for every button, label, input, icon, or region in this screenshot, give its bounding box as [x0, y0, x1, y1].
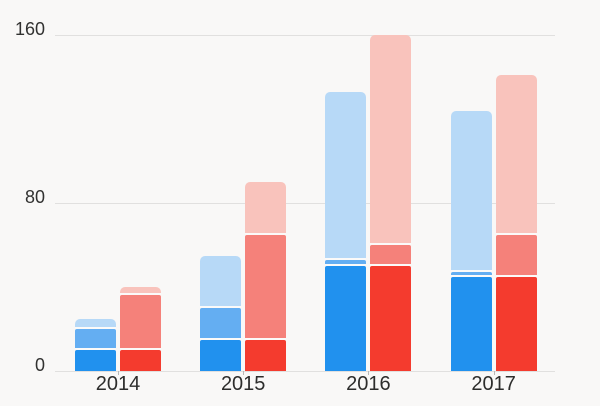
y-tick-label-160: 160	[14, 19, 45, 39]
bar-segment-red-medium-2014	[120, 295, 161, 350]
y-tick-label-80: 80	[24, 187, 45, 207]
bar-red-2017	[495, 74, 537, 371]
bar-blue-2016	[325, 91, 367, 371]
bar-segment-red-dark-2014	[120, 350, 161, 371]
bar-segment-red-light-2016	[370, 35, 412, 245]
bar-segment-blue-medium-2014	[75, 329, 116, 350]
bar-segment-red-light-2014	[120, 287, 161, 296]
x-tick-label-2016: 2016	[346, 373, 391, 395]
bar-segment-blue-medium-2017	[450, 272, 492, 277]
bar-segment-red-dark-2016	[370, 266, 412, 371]
bar-segment-red-medium-2016	[370, 245, 412, 266]
bar-red-2014	[120, 287, 161, 371]
x-axis-tick-2014	[118, 371, 119, 375]
bar-segment-red-medium-2015	[245, 234, 287, 340]
x-tick-label-2017: 2017	[471, 373, 516, 395]
bar-segment-blue-dark-2015	[200, 339, 242, 371]
bar-segment-red-light-2015	[245, 182, 287, 235]
bar-blue-2015	[200, 255, 242, 371]
bar-segment-blue-medium-2015	[200, 308, 242, 340]
bar-blue-2014	[75, 318, 116, 371]
bar-red-2016	[370, 35, 412, 371]
y-tick-label-0: 0	[34, 355, 45, 375]
bar-segment-blue-dark-2014	[75, 350, 116, 371]
bar-segment-blue-light-2017	[450, 110, 492, 273]
bar-red-2015	[245, 182, 287, 371]
bar-segment-blue-dark-2017	[450, 276, 492, 371]
bar-segment-blue-medium-2016	[325, 259, 367, 266]
bar-segment-red-light-2017	[495, 74, 537, 235]
bar-segment-blue-light-2016	[325, 91, 367, 260]
x-axis-tick-2015	[243, 371, 245, 375]
x-tick-label-2015: 2015	[220, 373, 266, 395]
gridline-80	[55, 203, 555, 204]
bar-segment-red-dark-2017	[495, 276, 537, 371]
gridline-160	[55, 35, 555, 36]
bar-segment-red-dark-2015	[245, 339, 287, 371]
x-axis-tick-2017	[493, 371, 495, 375]
bar-blue-2017	[450, 110, 492, 371]
bar-segment-blue-light-2014	[75, 318, 116, 329]
gridline-0	[55, 371, 555, 372]
bar-segment-blue-light-2015	[200, 255, 242, 308]
x-axis-tick-2016	[368, 371, 370, 375]
x-tick-label-2014: 2014	[95, 373, 141, 395]
bar-segment-blue-dark-2016	[325, 266, 367, 371]
bar-segment-red-medium-2017	[495, 234, 537, 277]
